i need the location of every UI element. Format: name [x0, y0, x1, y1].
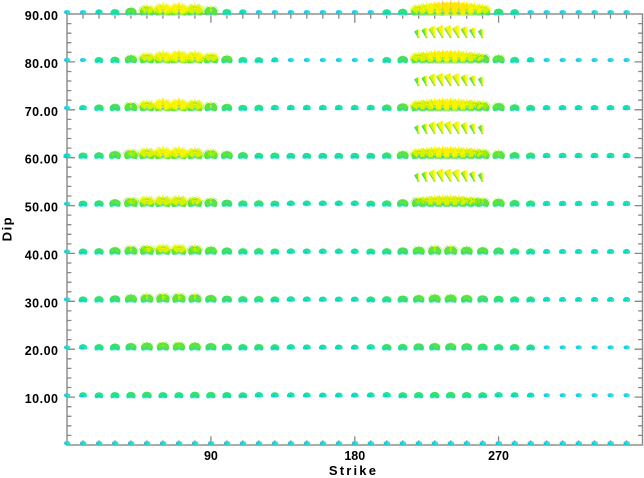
svg-text:20.00: 20.00: [25, 344, 59, 358]
svg-text:180: 180: [344, 449, 365, 463]
svg-text:Strike: Strike: [329, 463, 378, 478]
svg-text:40.00: 40.00: [25, 248, 59, 262]
svg-text:80.00: 80.00: [25, 57, 59, 71]
svg-text:50.00: 50.00: [25, 201, 59, 215]
svg-text:270: 270: [488, 449, 509, 463]
svg-text:Dip: Dip: [0, 216, 15, 241]
svg-text:10.00: 10.00: [25, 392, 59, 406]
svg-text:90.00: 90.00: [25, 9, 59, 23]
svg-text:60.00: 60.00: [25, 153, 59, 167]
svg-text:90: 90: [204, 449, 218, 463]
svg-text:70.00: 70.00: [25, 105, 59, 119]
svg-text:30.00: 30.00: [25, 296, 59, 310]
